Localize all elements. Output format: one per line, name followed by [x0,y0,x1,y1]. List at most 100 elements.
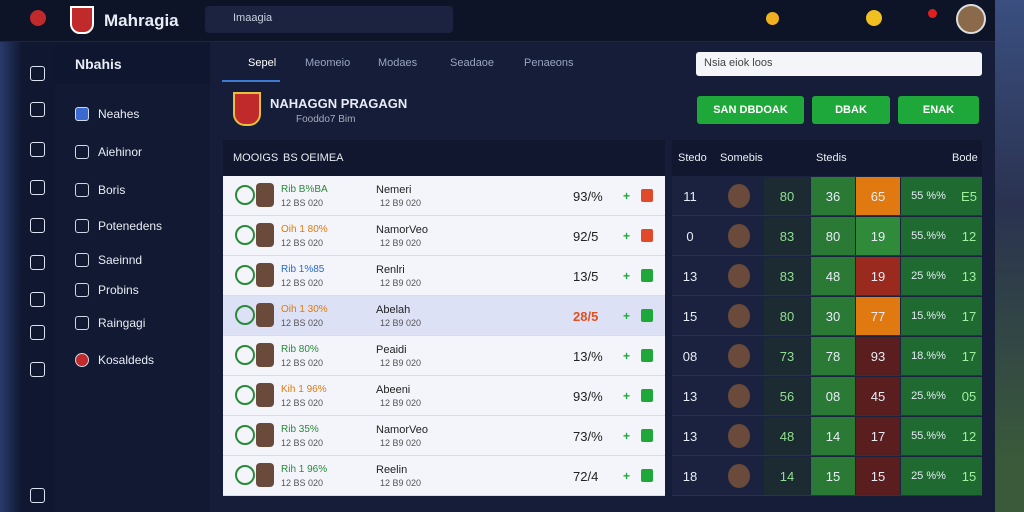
table-row[interactable]: Rih 1 96% 12 BS 020 Reelin 12 B9 020 72/4 + [223,456,665,496]
plus: + [623,269,631,283]
rail-icon[interactable] [30,218,45,233]
player-avatar [728,264,750,288]
table-row[interactable]: Oih 1 30% 12 BS 020 Abelah 12 B9 020 28/5 + [223,296,665,336]
player-avatar [256,343,274,367]
nav-icon[interactable] [75,107,89,121]
rail-icon[interactable] [30,255,45,270]
action-button[interactable]: SAN DBDOAK [697,96,804,124]
rail-icon[interactable] [30,488,45,503]
rail-icon[interactable] [30,142,45,157]
nav-icon[interactable] [75,283,89,297]
logo: Mahragia [104,11,179,30]
nav-item[interactable]: Kosaldeds [98,353,155,367]
header-cell: BS OEIMEA [283,152,344,164]
team-badge [235,345,255,365]
player-name: Renlri [376,264,405,276]
rail-icon[interactable] [30,292,45,307]
percentage: 92/5 [573,229,599,244]
player-avatar [728,384,750,408]
stat: 36 [811,177,855,215]
player-avatar [728,464,750,488]
status-icon[interactable] [641,229,653,242]
table-row[interactable]: Rib 80% 12 BS 020 Peaidi 12 B9 020 13/% + [223,336,665,376]
nav-icon[interactable] [75,145,89,159]
percentage: 25 %% [901,257,956,295]
filter-input[interactable]: Nsia eiok loos [696,52,982,76]
nav-item[interactable]: Neahes [98,107,140,121]
tab[interactable]: Meomeio [305,57,351,69]
team-badge [235,385,255,405]
percentage: 55.%% [901,417,956,455]
club-sub: Fooddo7 Bim [296,114,356,125]
table-row[interactable]: 18 14 15 15 25 %% 15 [672,456,982,496]
table-row[interactable]: Oih 1 80% 12 BS 020 NamorVeo 12 B9 020 92/5 + [223,216,665,256]
nav-item[interactable]: Saeinnd [98,253,143,267]
table-row[interactable]: 0 83 80 19 55.%% 12 [672,216,982,256]
player-avatar [256,263,274,287]
table-row[interactable]: Kih 1 96% 12 BS 020 Abeeni 12 B9 020 93/% + [223,376,665,416]
table-row[interactable]: Rib 1%85 12 BS 020 Renlri 12 B9 020 13/5 + [223,256,665,296]
status-icon[interactable] [641,309,653,322]
table-row[interactable]: Rib B%BA 12 BS 020 Nemeri 12 B9 020 93/% + [223,176,665,216]
table-row[interactable]: 15 80 30 77 15.%% 17 [672,296,982,336]
stat-sub: 12 BS 020 [281,478,324,488]
status-icon[interactable] [641,189,653,202]
club-crest [233,92,261,126]
player-avatar [728,224,750,248]
percentage: 13/% [573,349,603,364]
nav-item[interactable]: Aiehinor [98,145,143,159]
table-row[interactable]: 13 48 14 17 55.%% 12 [672,416,982,456]
plus: + [623,469,631,483]
table-row[interactable]: 08 73 78 93 18.%% 17 [672,336,982,376]
nav-item[interactable]: Potenedens [98,219,163,233]
nav-icon[interactable] [75,183,89,197]
rail-icon[interactable] [30,102,45,117]
status-icon[interactable] [641,469,653,482]
rank: 13 [672,257,708,295]
stat-line: Rib 35% [281,424,319,435]
plus: + [623,429,631,443]
stat-line: Rib B%BA [281,184,328,195]
percentage: 73/% [573,429,603,444]
stat: 14 [811,417,855,455]
rail-icon[interactable] [30,66,45,81]
stat: 15 [856,457,900,495]
tab[interactable]: Modaes [378,57,418,69]
table-row[interactable]: 11 80 36 65 55 %% E5 [672,176,982,216]
status-icon[interactable] [641,269,653,282]
rail-icon[interactable] [30,325,45,340]
table-row[interactable]: Rib 35% 12 BS 020 NamorVeo 12 B9 020 73/% + [223,416,665,456]
stat: 45 [856,377,900,415]
team-badge [235,265,255,285]
nav-item[interactable]: Raingagi [98,316,146,330]
badge: 17 [956,337,982,375]
icon[interactable] [30,10,46,26]
nav-icon[interactable] [75,316,89,330]
action-button[interactable]: DBAK [812,96,890,124]
nav-item[interactable]: Boris [98,183,126,197]
icon[interactable] [766,12,779,25]
stat: 48 [811,257,855,295]
status-icon[interactable] [641,429,653,442]
status-icon[interactable] [641,349,653,362]
avatar[interactable] [956,4,986,34]
rail-icon[interactable] [30,362,45,377]
nav-icon[interactable] [75,253,89,267]
stat: 80 [811,217,855,255]
player-name: Abeeni [376,384,411,396]
rail-icon[interactable] [30,180,45,195]
action-button[interactable]: ENAK [898,96,979,124]
tab[interactable]: Penaeons [524,57,574,69]
tab[interactable]: Sepel [248,57,277,69]
percentage: 15.%% [901,297,956,335]
nav-icon[interactable] [75,353,89,367]
table-row[interactable]: 13 83 48 19 25 %% 13 [672,256,982,296]
search[interactable]: Imaagia [205,6,453,33]
nav-icon[interactable] [75,219,89,233]
plus: + [623,229,631,243]
table-row[interactable]: 13 56 08 45 25.%% 05 [672,376,982,416]
nav-item[interactable]: Probins [98,283,139,297]
tab[interactable]: Seadaoe [450,57,495,69]
status-icon[interactable] [641,389,653,402]
icon[interactable] [866,10,882,26]
